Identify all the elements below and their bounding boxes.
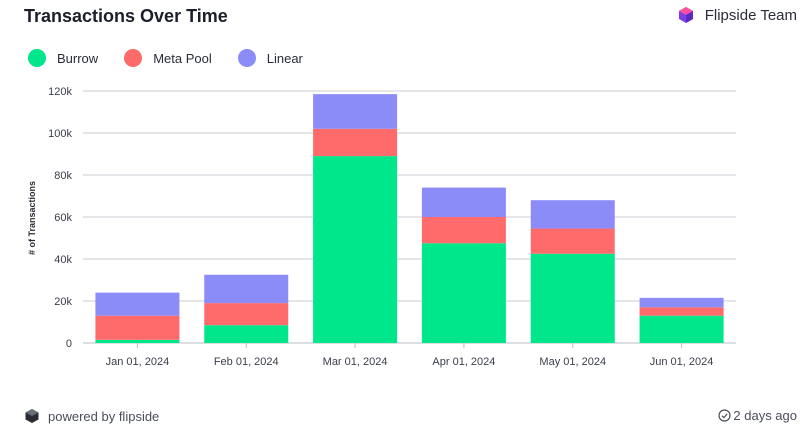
legend-item-burrow[interactable]: Burrow <box>28 49 98 67</box>
legend-label-meta-pool: Meta Pool <box>153 50 212 66</box>
bar-meta-pool[interactable] <box>204 303 289 326</box>
legend-label-linear: Linear <box>266 50 303 66</box>
bar-linear[interactable] <box>639 297 724 308</box>
bar-meta-pool[interactable] <box>421 217 506 244</box>
powered-by[interactable]: powered by flipside <box>24 408 159 424</box>
legend-item-linear[interactable]: Linear <box>237 49 303 67</box>
legend-item-meta-pool[interactable]: Meta Pool <box>124 49 212 67</box>
bar-meta-pool[interactable] <box>530 228 615 254</box>
last-updated: 2 days ago <box>718 408 797 423</box>
bar-meta-pool[interactable] <box>95 315 180 340</box>
legend-label-burrow: Burrow <box>57 50 99 66</box>
x-tick-label: Mar 01, 2024 <box>323 356 388 368</box>
chart-legend: Burrow Meta Pool Linear <box>28 49 329 67</box>
y-axis-label: # of Transactions <box>27 181 37 255</box>
bar-burrow[interactable] <box>530 253 615 343</box>
legend-dot-meta-pool <box>124 49 143 67</box>
bar-meta-pool[interactable] <box>639 307 724 316</box>
bar-burrow[interactable] <box>313 156 398 343</box>
x-tick-label: May 01, 2024 <box>539 356 606 368</box>
y-tick-label: 60k <box>54 212 72 224</box>
y-tick-label: 20k <box>54 296 72 308</box>
bar-linear[interactable] <box>530 200 615 229</box>
x-tick-label: Jan 01, 2024 <box>106 356 170 368</box>
refresh-check-icon <box>718 409 731 422</box>
chart-title: Transactions Over Time <box>24 6 228 26</box>
powered-by-text: powered by flipside <box>48 408 160 424</box>
bar-linear[interactable] <box>95 292 180 316</box>
updated-text: 2 days ago <box>733 408 797 423</box>
x-tick-label: Feb 01, 2024 <box>214 356 279 368</box>
bar-burrow[interactable] <box>639 315 724 343</box>
bar-meta-pool[interactable] <box>313 128 398 157</box>
legend-dot-linear <box>237 49 256 67</box>
stacked-bar-chart: # of Transactions 0 20k 40k 60k 80k 100k 120k J… <box>27 86 736 368</box>
chart-header: Transactions Over Time Flipside Team <box>24 6 797 26</box>
y-tick-label: 100k <box>48 128 72 140</box>
x-tick-label: Jun 01, 2024 <box>650 356 714 368</box>
bar-linear[interactable] <box>421 187 506 217</box>
bar-burrow[interactable] <box>204 325 289 343</box>
team-logo-icon <box>678 7 693 23</box>
x-tick-label: Apr 01, 2024 <box>432 356 495 368</box>
team-link[interactable]: Flipside Team <box>677 6 797 24</box>
y-tick-label: 80k <box>54 170 72 182</box>
legend-dot-burrow <box>28 49 46 67</box>
flipside-logo-icon <box>25 409 39 423</box>
bar-burrow[interactable] <box>95 339 180 343</box>
team-name: Flipside Team <box>704 6 797 24</box>
y-tick-label: 120k <box>48 86 72 98</box>
y-tick-label: 40k <box>54 254 72 266</box>
y-tick-label: 0 <box>66 338 72 350</box>
bar-linear[interactable] <box>313 94 398 129</box>
bar-burrow[interactable] <box>421 243 506 343</box>
bar-linear[interactable] <box>204 274 289 304</box>
